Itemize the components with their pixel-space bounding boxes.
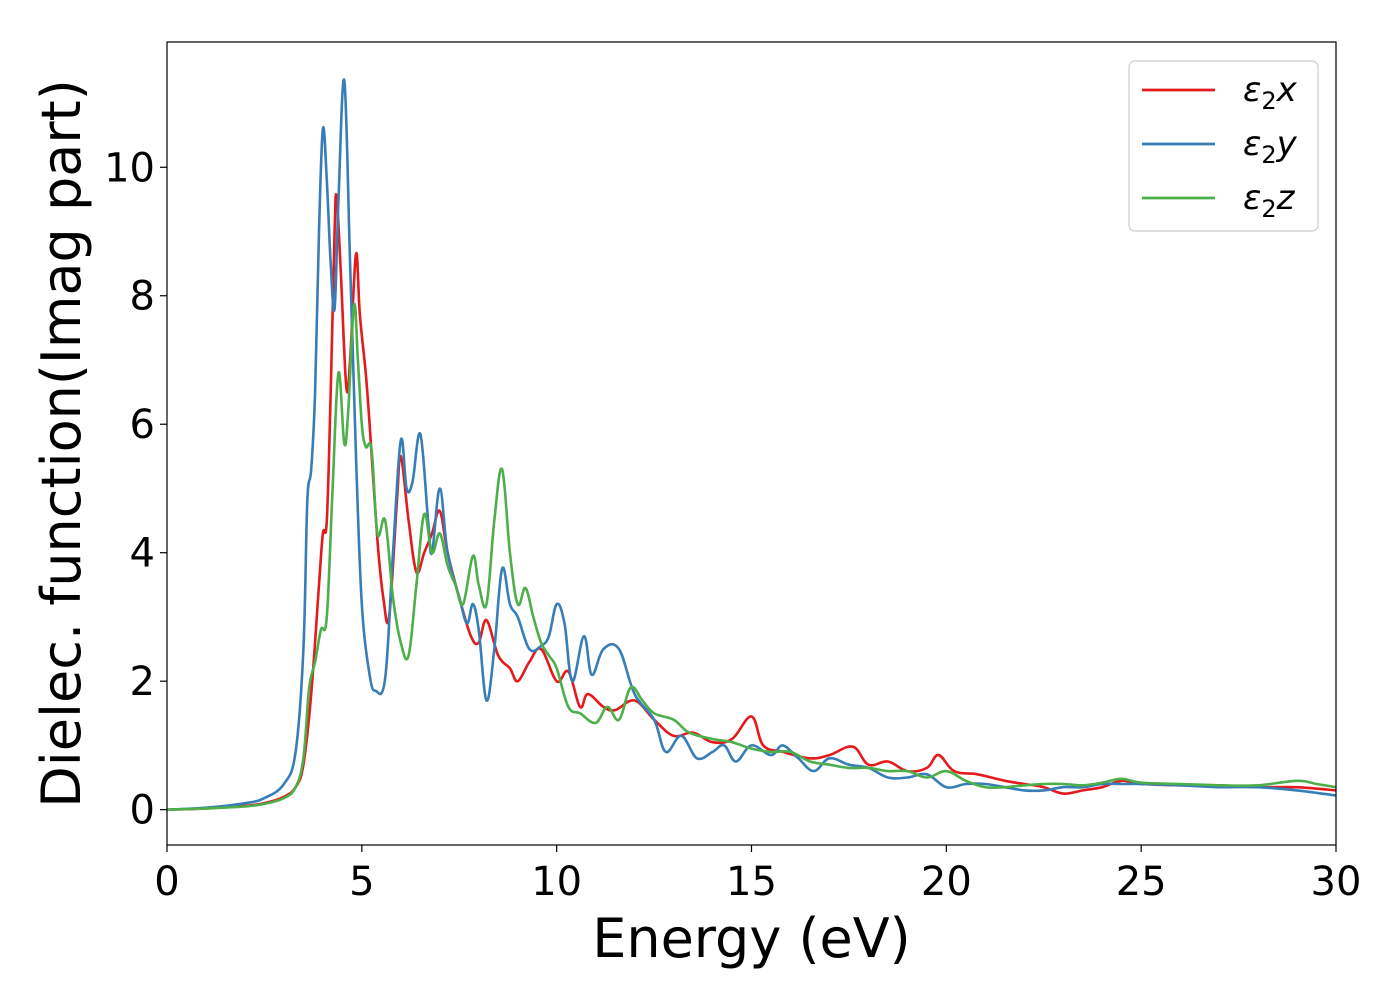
x-tick-label: 30 [1311, 859, 1362, 905]
y-tick-label: 10 [104, 145, 155, 191]
legend-box [1128, 60, 1319, 232]
legend: ε2x ε2y ε2z [1128, 60, 1319, 232]
axis-ticks [160, 166, 1337, 852]
y-tick-label: 8 [130, 274, 155, 320]
y-tick-labels: 0 2 4 6 8 10 [104, 145, 155, 833]
y-axis-title: Dielec. function(Imag part) [30, 79, 93, 808]
legend-label-z: ε2z [1243, 178, 1296, 223]
y-tick-label: 4 [130, 531, 155, 577]
plot-lines [167, 78, 1336, 811]
legend-label-y: ε2y [1243, 124, 1298, 169]
y-tick-label: 6 [130, 402, 155, 448]
legend-label-x: ε2x [1243, 70, 1298, 115]
series-line-y [167, 78, 1336, 811]
y-tick-label: 2 [130, 659, 155, 705]
x-tick-label: 15 [726, 859, 777, 905]
x-tick-label: 10 [531, 859, 582, 905]
x-tick-label: 5 [349, 859, 374, 905]
x-tick-label: 25 [1116, 859, 1167, 905]
series-line-x [167, 193, 1336, 811]
x-axis-title: Energy (eV) [592, 907, 911, 970]
x-tick-labels: 0 5 10 15 20 25 30 [154, 859, 1361, 905]
plot-frame [166, 41, 1337, 846]
series-line-z [167, 302, 1336, 811]
x-tick-label: 0 [154, 859, 179, 905]
y-tick-label: 0 [130, 788, 155, 834]
x-tick-label: 20 [921, 859, 972, 905]
